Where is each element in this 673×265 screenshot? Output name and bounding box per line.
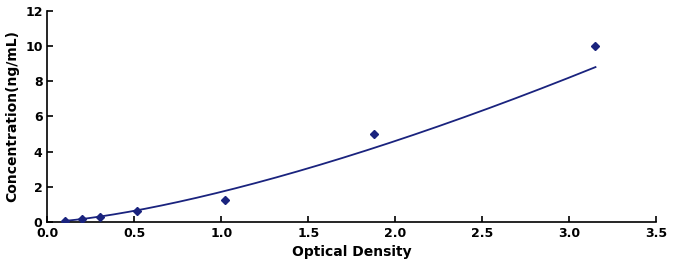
Y-axis label: Concentration(ng/mL): Concentration(ng/mL) — [5, 30, 20, 202]
X-axis label: Optical Density: Optical Density — [292, 245, 412, 259]
